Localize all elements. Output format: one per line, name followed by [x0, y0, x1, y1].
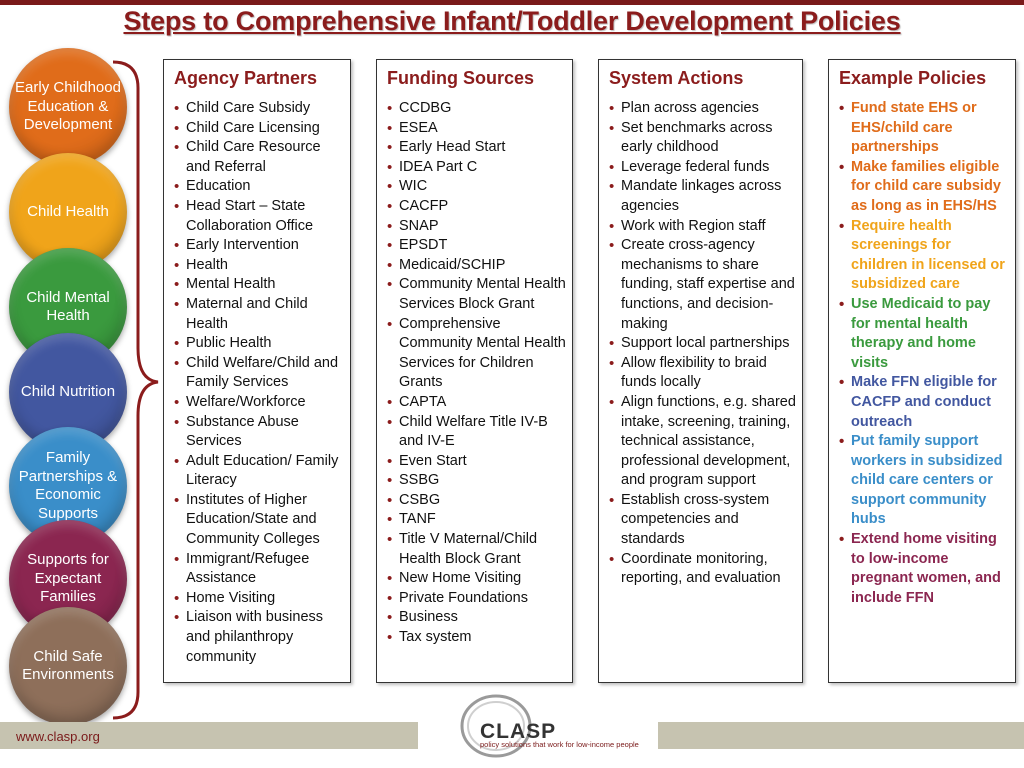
website-link[interactable]: www.clasp.org: [16, 729, 100, 744]
policy-item: Make families eligible for child care su…: [839, 158, 1009, 217]
list-item: SNAP: [387, 217, 566, 237]
circle-label: Family Partnerships & Economic Supports: [18, 449, 118, 522]
circle-label: Early Childhood Education & Development: [15, 79, 121, 134]
list-item: Comprehensive Community Mental Health Se…: [387, 315, 566, 393]
list-item: TANF: [387, 510, 566, 530]
footer-bar-right: [658, 722, 1024, 749]
list-item: Health: [174, 256, 344, 276]
footer-bar-left: [0, 722, 418, 749]
curly-brace: [112, 60, 159, 720]
column-header: System Actions: [609, 68, 744, 88]
clasp-logo-swoosh: [460, 694, 532, 758]
list-item: Child Care Subsidy: [174, 99, 344, 119]
list-item: Child Welfare/Child and Family Services: [174, 354, 344, 393]
list-item: CAPTA: [387, 393, 566, 413]
list-item: Liaison with business and philanthropy c…: [174, 608, 344, 667]
list-item: Community Mental Health Services Block G…: [387, 275, 566, 314]
clasp-logo-word: CLASP: [480, 720, 557, 743]
list-item: CACFP: [387, 197, 566, 217]
list-item: SSBG: [387, 471, 566, 491]
list-item: Establish cross-system competencies and …: [609, 491, 796, 550]
list-item: Institutes of Higher Education/State and…: [174, 491, 344, 550]
circle-label: Child Mental Health: [26, 288, 110, 325]
policy-item: Put family support workers in subsidized…: [839, 432, 1009, 530]
list-item: Immigrant/Refugee Assistance: [174, 550, 344, 589]
column-header: Agency Partners: [174, 68, 318, 88]
circle-safe-environments: Child Safe Environments: [9, 607, 127, 725]
list-item: Work with Region staff: [609, 217, 796, 237]
list-item: Leverage federal funds: [609, 158, 796, 178]
policy-item: Extend home visiting to low-income pregn…: [839, 530, 1009, 608]
list-item: Support local partnerships: [609, 334, 796, 354]
agency-list: Child Care Subsidy Child Care Licensing …: [164, 99, 350, 667]
list-item: Home Visiting: [174, 589, 344, 609]
list-item: Business: [387, 608, 566, 628]
list-item: Child Care Resource and Referral: [174, 138, 344, 177]
page-title: Steps to Comprehensive Infant/Toddler De…: [123, 6, 901, 36]
circle-label: Child Nutrition: [20, 382, 116, 400]
list-item: Mental Health: [174, 275, 344, 295]
list-item: Private Foundations: [387, 589, 566, 609]
list-item: EPSDT: [387, 236, 566, 256]
list-item: Welfare/Workforce: [174, 393, 344, 413]
policies-list: Fund state EHS or EHS/child care partner…: [829, 99, 1015, 608]
list-item: Adult Education/ Family Literacy: [174, 452, 344, 491]
list-item: Set benchmarks across early childhood: [609, 119, 796, 158]
list-item: Child Care Licensing: [174, 119, 344, 139]
policy-item: Fund state EHS or EHS/child care partner…: [839, 99, 1009, 158]
list-item: Even Start: [387, 452, 566, 472]
list-item: Education: [174, 177, 344, 197]
list-item: ESEA: [387, 119, 566, 139]
policy-item: Use Medicaid to pay for mental health th…: [839, 295, 1009, 373]
actions-list: Plan across agencies Set benchmarks acro…: [599, 99, 802, 589]
column-header: Example Policies: [839, 68, 987, 88]
list-item: WIC: [387, 177, 566, 197]
list-item: Title V Maternal/Child Health Block Gran…: [387, 530, 566, 569]
list-item: Early Head Start: [387, 138, 566, 158]
list-item: Tax system: [387, 628, 566, 648]
funding-sources-column: Funding Sources CCDBG ESEA Early Head St…: [376, 59, 573, 683]
list-item: Plan across agencies: [609, 99, 796, 119]
list-item: Public Health: [174, 334, 344, 354]
list-item: Mandate linkages across agencies: [609, 177, 796, 216]
circle-label: Child Safe Environments: [22, 647, 114, 684]
list-item: CCDBG: [387, 99, 566, 119]
policy-item: Require health screenings for children i…: [839, 217, 1009, 295]
circle-early-childhood: Early Childhood Education & Development: [9, 48, 127, 166]
circle-label: Supports for Expectant Families: [27, 551, 109, 606]
list-item: Create cross-agency mechanisms to share …: [609, 236, 796, 334]
list-item: Maternal and Child Health: [174, 295, 344, 334]
list-item: Allow flexibility to braid funds locally: [609, 354, 796, 393]
circle-label: Child Health: [27, 202, 109, 220]
system-actions-column: System Actions Plan across agencies Set …: [598, 59, 803, 683]
circle-family-partnerships: Family Partnerships & Economic Supports: [9, 427, 127, 545]
list-item: Substance Abuse Services: [174, 413, 344, 452]
list-item: Coordinate monitoring, reporting, and ev…: [609, 550, 796, 589]
list-item: Early Intervention: [174, 236, 344, 256]
column-header: Funding Sources: [387, 68, 535, 88]
policy-item: Make FFN eligible for CACFP and conduct …: [839, 373, 1009, 432]
list-item: Medicaid/SCHIP: [387, 256, 566, 276]
example-policies-column: Example Policies Fund state EHS or EHS/c…: [828, 59, 1016, 683]
list-item: IDEA Part C: [387, 158, 566, 178]
funding-list: CCDBG ESEA Early Head Start IDEA Part C …: [377, 99, 572, 648]
agency-partners-column: Agency Partners Child Care Subsidy Child…: [163, 59, 351, 683]
list-item: Align functions, e.g. shared intake, scr…: [609, 393, 796, 491]
list-item: New Home Visiting: [387, 569, 566, 589]
top-rule: [0, 0, 1024, 5]
clasp-logo-tagline: policy solutions that work for low-incom…: [480, 740, 639, 749]
list-item: Child Welfare Title IV-B and IV-E: [387, 413, 566, 452]
list-item: CSBG: [387, 491, 566, 511]
circle-child-nutrition: Child Nutrition: [9, 333, 127, 451]
list-item: Head Start – State Collaboration Office: [174, 197, 344, 236]
